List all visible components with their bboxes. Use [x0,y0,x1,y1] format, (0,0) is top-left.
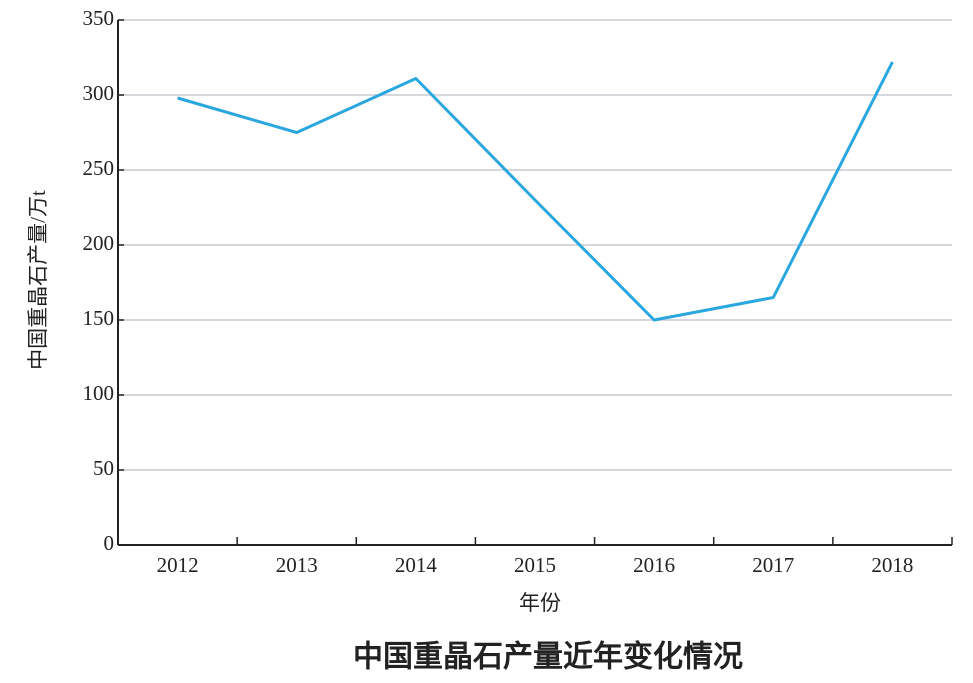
x-tick-label: 2018 [871,553,913,577]
y-tick-label: 100 [83,381,115,405]
chart-title: 中国重晶石产量近年变化情况 [353,640,743,675]
line-series [177,61,894,322]
x-tick-label: 2016 [633,553,675,577]
y-tick-label: 200 [83,231,115,255]
x-tick-label: 2013 [276,553,318,577]
y-tick-label: 350 [83,6,115,30]
y-tick-label: 300 [83,81,115,105]
x-tick-label: 2015 [514,553,556,577]
x-tick-label: 2012 [157,553,199,577]
y-tick-label: 0 [104,531,115,555]
y-tick-label: 50 [93,456,114,480]
y-axis-label: 中国重晶石产量/万t [26,190,50,370]
y-tick-label: 250 [83,156,115,180]
y-tick-label: 150 [83,306,115,330]
x-tick-label: 2017 [752,553,794,577]
x-axis-label: 年份 [519,591,561,615]
x-tick-label: 2014 [395,553,438,577]
